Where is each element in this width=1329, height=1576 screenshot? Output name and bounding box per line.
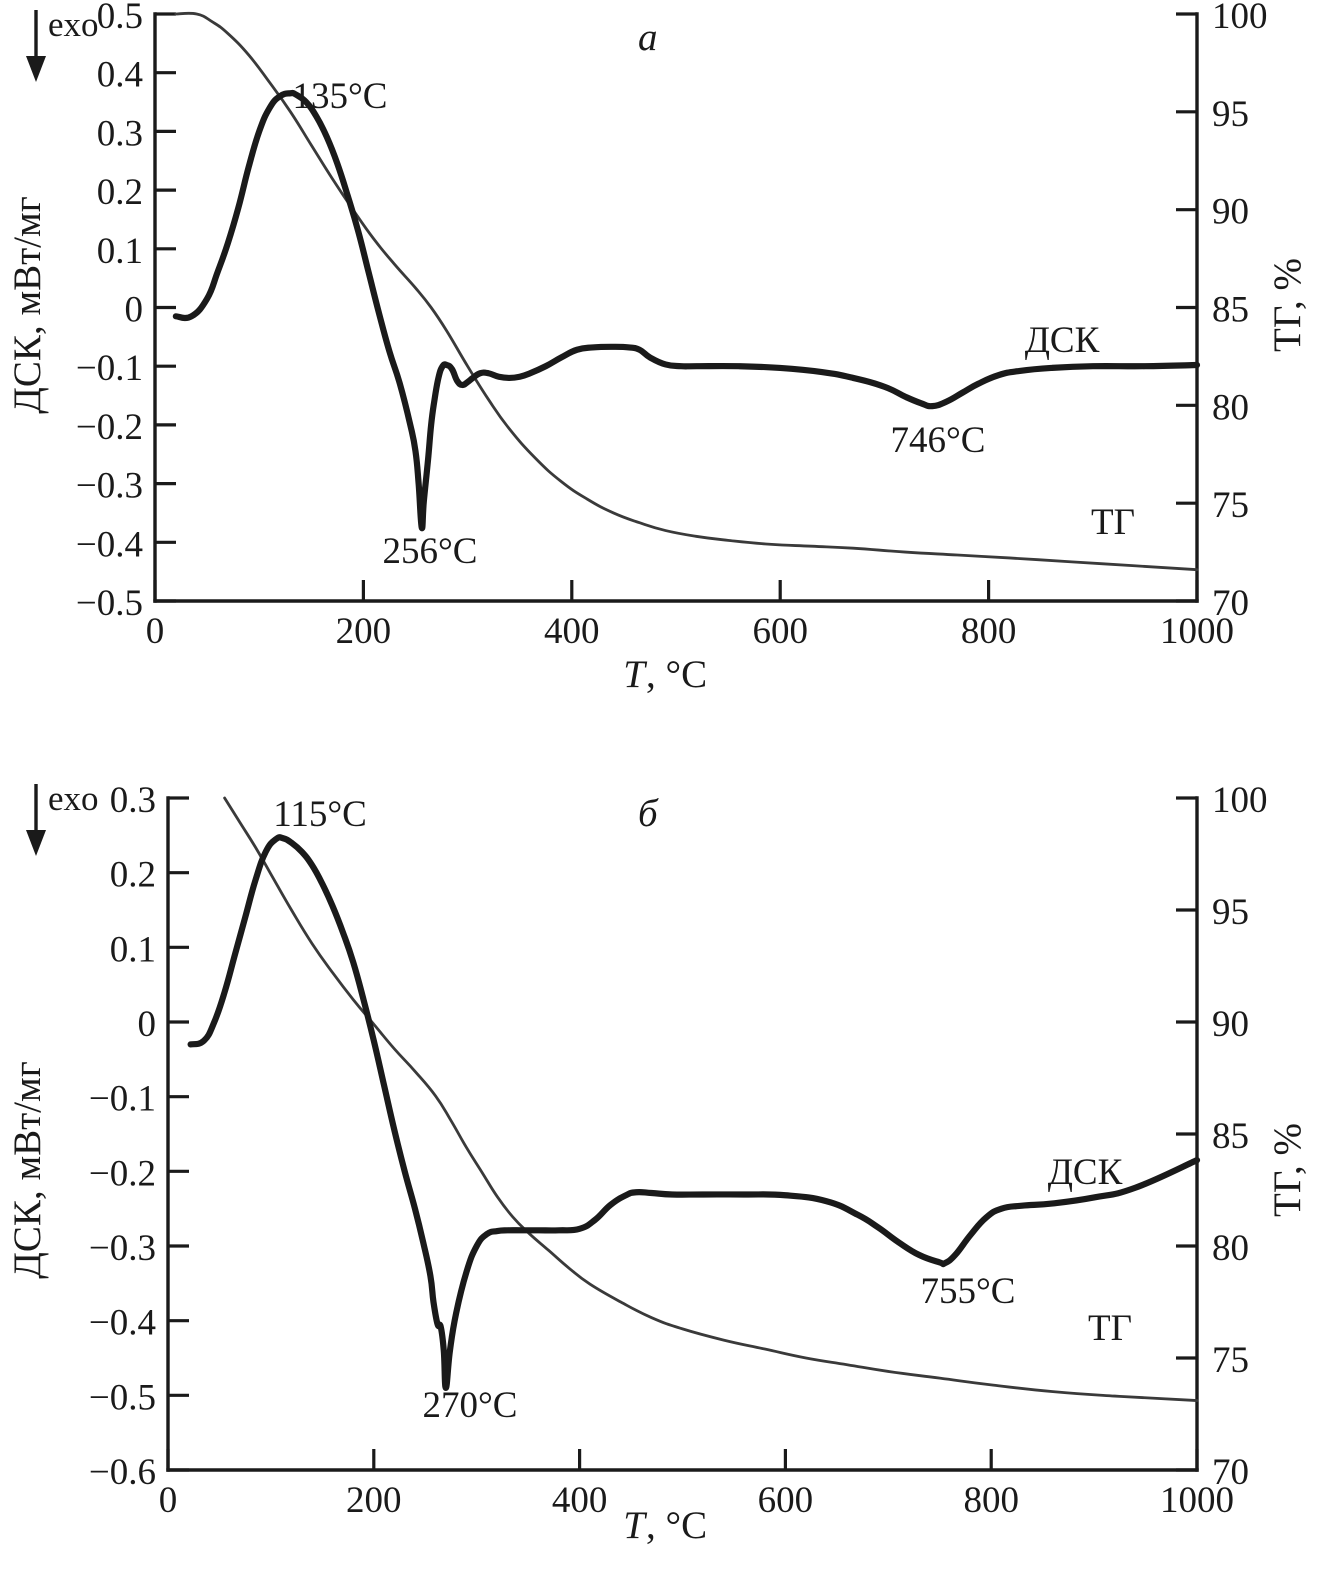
chart-a: exo a ДСК, мВт/мг ТГ, % T , °C bbox=[6, 0, 1309, 696]
x-tick-label: 0 bbox=[146, 611, 165, 652]
x-axis-title-units-a: , °C bbox=[646, 653, 707, 696]
exo-arrow-group-b bbox=[26, 784, 46, 856]
x-tick-label: 600 bbox=[752, 611, 808, 652]
left-tick-label: −0.3 bbox=[89, 1228, 156, 1269]
left-tick-label: −0.4 bbox=[89, 1303, 156, 1344]
left-tick-label: −0.3 bbox=[76, 466, 143, 507]
x-axis-title-units-b: , °C bbox=[646, 1504, 707, 1547]
left-tick-label: 0.1 bbox=[110, 929, 156, 970]
peak-label-270c: 270°C bbox=[423, 1385, 518, 1426]
right-tick-labels-b: 100 95 90 85 80 75 70 bbox=[1212, 780, 1268, 1493]
tg-curve-label-a: ТГ bbox=[1091, 502, 1135, 543]
left-tick-labels-a: 0.5 0.4 0.3 0.2 0.1 0 −0.1 −0.2 −0.3 −0.… bbox=[76, 0, 143, 624]
right-tick-labels-a: 100 95 90 85 80 75 70 bbox=[1212, 0, 1268, 624]
right-tick-label: 85 bbox=[1212, 1116, 1249, 1157]
left-tick-label: −0.2 bbox=[76, 407, 143, 448]
left-tick-labels-b: 0.3 0.2 0.1 0 −0.1 −0.2 −0.3 −0.4 −0.5 −… bbox=[89, 780, 156, 1493]
right-axis-title-b: ТГ, % bbox=[1266, 1123, 1309, 1217]
left-axis-title-b: ДСК, мВт/мг bbox=[6, 1061, 49, 1278]
right-tick-label: 100 bbox=[1212, 780, 1268, 821]
right-tick-label: 100 bbox=[1212, 0, 1268, 37]
right-tick-label: 90 bbox=[1212, 1004, 1249, 1045]
exo-arrow-head bbox=[26, 56, 46, 82]
x-tick-label: 1000 bbox=[1160, 611, 1234, 652]
left-ticks-a bbox=[155, 12, 176, 603]
x-axis-title-symbol-a: T bbox=[623, 653, 647, 696]
right-tick-label: 85 bbox=[1212, 290, 1249, 331]
panel-letter-b: б bbox=[638, 792, 659, 835]
left-tick-label: 0 bbox=[125, 290, 144, 331]
left-tick-label: 0.1 bbox=[97, 231, 143, 272]
dsc-curve-b bbox=[187, 834, 1201, 1391]
x-tick-label: 0 bbox=[159, 1480, 178, 1521]
chart-b: exo б ДСК, мВт/мг ТГ, % T , °C 0.3 bbox=[6, 779, 1309, 1547]
x-ticks-a bbox=[153, 580, 1199, 601]
left-ticks-b bbox=[168, 796, 189, 1472]
right-tick-label: 70 bbox=[1212, 583, 1249, 624]
right-tick-label: 75 bbox=[1212, 1340, 1249, 1381]
panel-b: exo б ДСК, мВт/мг ТГ, % T , °C 0.3 bbox=[0, 760, 1329, 1576]
exo-arrow-head bbox=[26, 830, 46, 856]
x-tick-label: 200 bbox=[336, 611, 392, 652]
right-tick-label: 80 bbox=[1212, 387, 1249, 428]
x-tick-labels-a: 0 200 400 600 800 1000 bbox=[146, 611, 1234, 652]
left-tick-label: −0.1 bbox=[89, 1079, 156, 1120]
left-tick-label: −0.1 bbox=[76, 348, 143, 389]
exo-arrow-group-a bbox=[26, 10, 46, 82]
left-tick-label: −0.5 bbox=[89, 1377, 156, 1418]
x-ticks-b bbox=[166, 1449, 1199, 1470]
right-tick-label: 75 bbox=[1212, 485, 1249, 526]
right-tick-label: 80 bbox=[1212, 1228, 1249, 1269]
peak-label-746c: 746°C bbox=[891, 420, 986, 461]
x-tick-label: 400 bbox=[544, 611, 600, 652]
right-tick-label: 90 bbox=[1212, 192, 1249, 233]
right-tick-label: 95 bbox=[1212, 94, 1249, 135]
right-tick-label: 70 bbox=[1212, 1452, 1249, 1493]
x-axis-title-symbol-b: T bbox=[623, 1504, 647, 1547]
panel-a: exo a ДСК, мВт/мг ТГ, % T , °C bbox=[0, 0, 1329, 760]
left-tick-label: −0.6 bbox=[89, 1452, 156, 1493]
left-tick-label: 0.3 bbox=[97, 113, 143, 154]
peak-label-256c: 256°C bbox=[383, 531, 478, 572]
left-axis-title-a: ДСК, мВт/мг bbox=[6, 196, 49, 413]
tg-curve-b bbox=[223, 796, 1199, 1402]
x-tick-label: 1000 bbox=[1160, 1480, 1234, 1521]
left-tick-label: 0.4 bbox=[97, 55, 143, 96]
left-tick-label: −0.2 bbox=[89, 1153, 156, 1194]
dsc-curve-label-b: ДСК bbox=[1048, 1152, 1123, 1193]
x-tick-label: 400 bbox=[552, 1480, 608, 1521]
x-tick-label: 800 bbox=[961, 611, 1017, 652]
peak-label-135c: 135°C bbox=[293, 76, 388, 117]
peak-label-115c: 115°C bbox=[273, 794, 367, 835]
tg-curve-label-b: ТГ bbox=[1088, 1308, 1132, 1349]
left-tick-label: 0.5 bbox=[97, 0, 143, 37]
right-axis-title-a: ТГ, % bbox=[1266, 258, 1309, 352]
peak-label-755c: 755°C bbox=[921, 1271, 1016, 1312]
x-tick-labels-b: 0 200 400 600 800 1000 bbox=[159, 1480, 1234, 1521]
x-tick-label: 200 bbox=[346, 1480, 402, 1521]
exo-label-a: exo bbox=[48, 5, 99, 44]
left-tick-label: 0 bbox=[138, 1004, 157, 1045]
left-tick-label: −0.4 bbox=[76, 524, 143, 565]
right-tick-label: 95 bbox=[1212, 892, 1249, 933]
left-tick-label: −0.5 bbox=[76, 583, 143, 624]
exo-label-b: exo bbox=[48, 779, 99, 818]
x-tick-label: 800 bbox=[963, 1480, 1019, 1521]
dsc-curve-a bbox=[172, 89, 1201, 532]
right-ticks-a bbox=[1176, 12, 1197, 603]
left-tick-label: 0.2 bbox=[97, 172, 143, 213]
left-tick-label: 0.3 bbox=[110, 780, 156, 821]
panel-letter-a: a bbox=[638, 16, 658, 59]
tg-curve-a bbox=[174, 11, 1199, 572]
right-ticks-b bbox=[1176, 796, 1197, 1472]
left-tick-label: 0.2 bbox=[110, 855, 156, 896]
dsc-curve-label-a: ДСК bbox=[1025, 320, 1100, 361]
x-tick-label: 600 bbox=[758, 1480, 814, 1521]
